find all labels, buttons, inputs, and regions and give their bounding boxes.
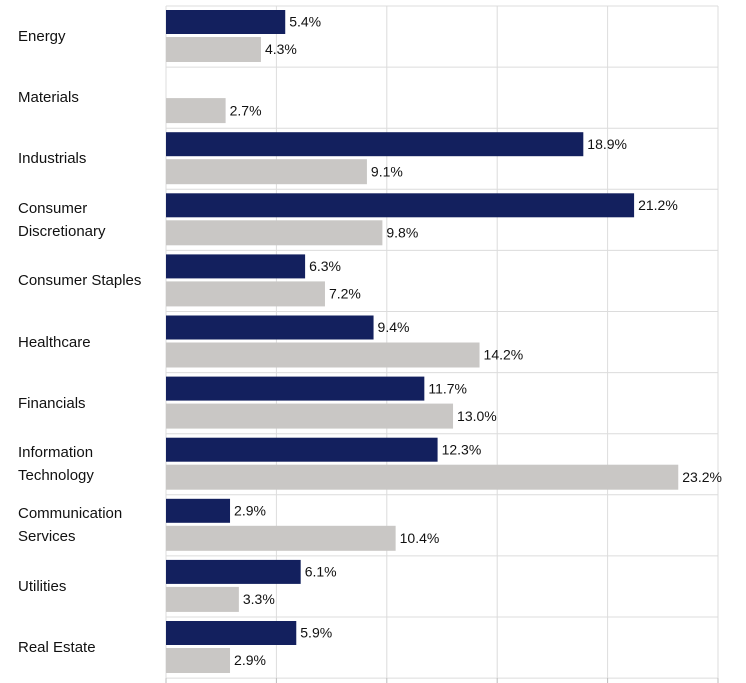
category-cell: Financials (18, 373, 160, 434)
category-label: Financials (18, 394, 86, 412)
value-label: 6.3% (309, 258, 341, 274)
bar (166, 559, 301, 584)
bar (166, 159, 367, 185)
bar (166, 193, 635, 218)
value-label: 6.1% (305, 564, 337, 580)
category-label: Information Technology (18, 444, 94, 485)
bar (166, 464, 679, 490)
value-label: 13.0% (457, 408, 497, 424)
value-label: 14.2% (484, 347, 524, 363)
category-label: Communication Services (18, 505, 123, 546)
value-label: 4.3% (265, 41, 297, 57)
value-label: 5.4% (289, 14, 321, 30)
category-label: Real Estate (18, 639, 96, 657)
bar (166, 498, 231, 523)
category-cell: Communication Services (18, 495, 160, 556)
bar (166, 37, 261, 62)
value-label: 2.7% (230, 102, 262, 118)
value-label: 9.8% (386, 225, 418, 241)
category-cell: Industrials (18, 128, 160, 189)
value-label: 5.9% (300, 625, 332, 641)
bar (166, 586, 239, 612)
value-label: 18.9% (587, 136, 627, 152)
bar (166, 437, 438, 462)
category-cell: Healthcare (18, 312, 160, 373)
value-label: 10.4% (400, 530, 440, 546)
bar (166, 132, 584, 157)
bar (166, 342, 480, 368)
category-cell: Materials (18, 67, 160, 128)
bar (166, 403, 454, 429)
bar (166, 621, 297, 645)
category-label: Consumer Discretionary (18, 199, 106, 240)
value-label: 3.3% (243, 591, 275, 607)
value-label: 2.9% (234, 652, 266, 668)
category-cell: Energy (18, 6, 160, 67)
bar (166, 648, 231, 673)
category-label: Materials (18, 89, 79, 107)
value-label: 11.7% (428, 380, 467, 396)
bar (166, 220, 383, 246)
category-cell: Real Estate (18, 617, 160, 678)
category-cell: Consumer Staples (18, 250, 160, 311)
bar (166, 525, 396, 551)
category-cell: Consumer Discretionary (18, 189, 160, 250)
bar (166, 281, 325, 307)
value-label: 9.1% (371, 163, 403, 179)
category-cell: Information Technology (18, 434, 160, 495)
value-label: 7.2% (329, 286, 361, 302)
value-label: 23.2% (682, 469, 722, 485)
category-label: Utilities (18, 577, 67, 595)
category-label: Industrials (18, 150, 87, 168)
bar (166, 254, 306, 279)
category-label: Healthcare (18, 333, 91, 351)
category-cell: Utilities (18, 556, 160, 617)
category-label: Energy (18, 28, 66, 46)
bar (166, 10, 286, 34)
bar (166, 98, 226, 124)
bar (166, 376, 425, 401)
value-label: 21.2% (638, 197, 678, 213)
category-label: Consumer Staples (18, 272, 142, 290)
value-label: 12.3% (442, 441, 482, 457)
bar (166, 315, 374, 340)
value-label: 9.4% (378, 319, 410, 335)
value-label: 2.9% (234, 503, 266, 519)
